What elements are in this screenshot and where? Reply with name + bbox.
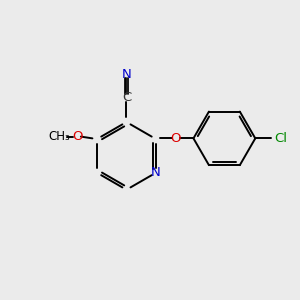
Text: CH₃: CH₃ <box>48 130 70 143</box>
Text: Cl: Cl <box>274 132 287 145</box>
Text: O: O <box>170 132 181 145</box>
Text: O: O <box>72 130 82 143</box>
Text: N: N <box>151 166 160 179</box>
Text: C: C <box>122 92 131 104</box>
Text: N: N <box>122 68 131 81</box>
